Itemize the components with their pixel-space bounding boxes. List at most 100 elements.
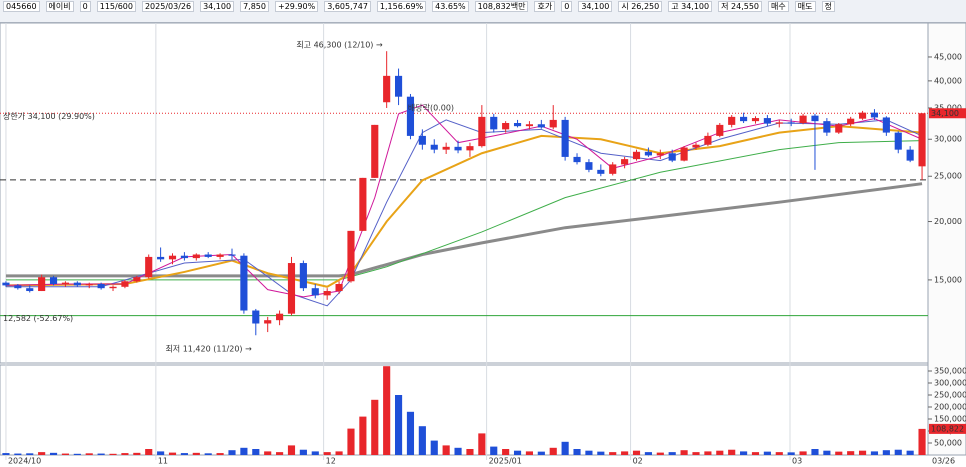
candle-body [26,288,34,292]
volume-bar [323,452,331,455]
candle-body [597,169,605,174]
candle-body [502,123,510,130]
volume-bar [621,451,629,455]
volume-frame [0,364,929,456]
toolbar-item[interactable]: 0 [79,1,91,12]
volume-bar [609,452,617,455]
volume-bar [918,428,926,455]
volume-bar [537,451,545,455]
volume-bar [49,452,58,455]
volume-bar [490,446,498,455]
volume-bar [882,450,890,455]
volume-bar [704,451,712,455]
candle-body [799,115,807,124]
y-tick-label: 35,000 [934,103,962,112]
toolbar-item[interactable]: 34,100 [200,1,235,12]
volume-tick-label: 350,000 [934,367,966,376]
y-tick-label: 25,000 [934,172,962,181]
candle-body [787,122,795,124]
last-date: 03/26 [932,457,955,466]
volume-bar [668,452,676,455]
candle-body [490,116,498,130]
candle-body [14,285,22,289]
volume-bar [335,451,343,455]
candle-body [609,164,617,174]
candle-body [157,256,165,260]
candle-body [287,263,296,314]
toolbar-item[interactable]: 43.65% [432,1,469,12]
volume-bar [847,451,855,455]
toolbar-item[interactable]: 매수 [768,1,789,12]
moving-average [5,119,923,307]
volume-tick-label: 50,000 [934,439,962,448]
volume-bar [216,453,224,455]
candle-body [121,281,129,287]
toolbar-item[interactable]: 매도 [794,1,816,12]
candle-body [513,123,522,127]
candle-body [85,284,93,286]
toolbar-item[interactable]: 108,832백만 [474,1,529,12]
volume-bar [716,450,724,455]
candle-body [406,96,415,136]
candle-body [371,124,379,178]
volume-bar [775,452,783,455]
candle-body [537,124,545,128]
candle-body [323,291,331,296]
candle-body [763,118,771,124]
toolbar-item[interactable]: 에이비 [45,1,74,12]
toolbar-item[interactable]: 2025/03/26 [141,1,195,12]
toolbar-item[interactable]: 045660 [3,1,40,12]
candle-body [728,116,736,125]
moving-average [5,182,923,278]
y-tick-label: 45,000 [934,52,962,61]
candle-body [192,254,200,259]
volume-bar [311,451,319,455]
volume-bar [121,453,129,455]
volume-bar [799,451,807,455]
volume-bar [513,450,522,455]
volume-bar [656,452,664,455]
toolbar-item[interactable]: 115/600 [96,1,136,12]
volume-bar [763,451,771,455]
volume-tick-label: 300,000 [934,379,966,388]
volume-bar [2,453,10,455]
volume-bar [85,453,93,455]
volume-bar [204,453,212,455]
y-tick-label: 40,000 [934,76,962,85]
candle-body [585,162,593,170]
volume-bar [145,449,153,455]
volume-bar [264,451,272,455]
candle-body [870,112,879,118]
toolbar-item[interactable]: 호가 [534,1,556,12]
volume-label: 108,822 [931,424,964,433]
toolbar-item[interactable]: 고 34,100 [668,1,713,12]
y-tick-label: 15,000 [934,275,962,284]
volume-bar [561,441,569,455]
toolbar-item[interactable]: 시 26,250 [618,1,663,12]
candle-body [751,118,760,122]
toolbar-item[interactable]: 정 [821,1,835,12]
toolbar-item[interactable]: 7,850 [240,1,269,12]
candle-body [858,112,867,119]
toolbar-item[interactable]: 저 24,550 [718,1,763,12]
toolbar-item[interactable]: +29.90% [274,1,319,12]
candle-body [632,151,641,160]
candle-body [466,146,474,151]
candle-body [561,119,569,157]
volume-bar [466,449,474,455]
candle-body [644,151,652,156]
volume-bar [38,452,46,455]
candle-body [335,284,343,292]
toolbar-item[interactable]: 1,156.69% [376,1,427,12]
candle-body [240,255,248,311]
toolbar-item[interactable]: 3,605,747 [324,1,371,12]
candle-body [145,256,153,278]
volume-bar [835,451,843,455]
candle-body [811,115,819,122]
toolbar-item[interactable]: 0 [561,1,573,12]
candle-body [61,282,70,285]
candle-body [894,132,902,150]
volume-bar [157,451,165,455]
toolbar-item[interactable]: 34,100 [578,1,613,12]
